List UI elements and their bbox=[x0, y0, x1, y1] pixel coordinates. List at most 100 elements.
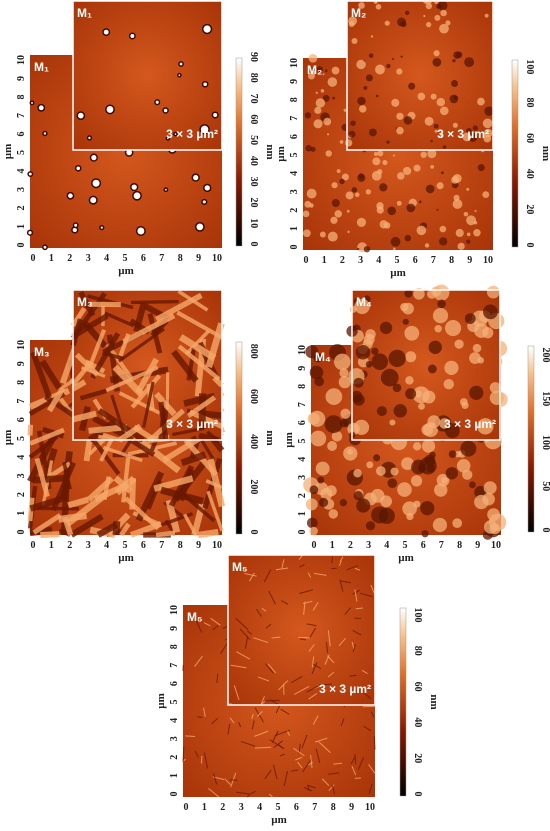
y-tick-label: 8 bbox=[16, 380, 27, 385]
inset-border bbox=[227, 554, 376, 706]
y-tick-label: 4 bbox=[16, 169, 27, 174]
grain bbox=[484, 106, 494, 116]
grain bbox=[404, 325, 420, 341]
grain bbox=[396, 126, 404, 135]
fibre bbox=[340, 718, 345, 727]
fibre bbox=[212, 773, 218, 785]
fibre bbox=[297, 761, 303, 769]
fibre bbox=[306, 685, 319, 693]
fibre bbox=[118, 423, 142, 443]
pit bbox=[194, 221, 205, 232]
x-tick-label: 1 bbox=[49, 253, 54, 264]
x-tick-label: 4 bbox=[257, 802, 262, 813]
grain bbox=[316, 66, 324, 73]
fibre bbox=[357, 757, 364, 770]
colorbar-tick-label: 100 bbox=[540, 435, 550, 450]
x-tick-label: 8 bbox=[457, 540, 462, 551]
grain bbox=[466, 187, 470, 191]
fibre bbox=[271, 730, 279, 744]
x-tick-label: 2 bbox=[348, 540, 353, 551]
y-axis-label: µm bbox=[283, 432, 295, 448]
y-tick-label: 5 bbox=[16, 150, 27, 155]
fibre bbox=[86, 294, 134, 310]
pit bbox=[37, 103, 46, 112]
grain bbox=[397, 482, 412, 497]
grain bbox=[411, 459, 426, 475]
grain bbox=[405, 376, 414, 385]
pit bbox=[177, 72, 182, 78]
grain bbox=[309, 526, 318, 536]
fibre bbox=[197, 716, 203, 718]
pit bbox=[165, 136, 171, 141]
grain bbox=[341, 173, 349, 181]
fibre bbox=[119, 522, 131, 537]
colorbar-label: nm bbox=[428, 694, 440, 709]
image-label: M₄ bbox=[315, 350, 331, 364]
grain bbox=[363, 85, 368, 90]
x-tick-label: 6 bbox=[413, 255, 418, 266]
grain bbox=[379, 321, 393, 335]
fibre bbox=[39, 359, 62, 390]
grain bbox=[483, 304, 498, 320]
grain bbox=[464, 313, 476, 324]
x-tick-label: 9 bbox=[196, 253, 201, 264]
colorbar-tick-label: 80 bbox=[248, 73, 259, 83]
grain bbox=[484, 13, 489, 18]
fibre bbox=[32, 513, 62, 535]
grain bbox=[331, 182, 338, 189]
x-tick-label: 9 bbox=[467, 255, 472, 266]
fibre bbox=[303, 600, 313, 605]
colorbar-tick-label: 0 bbox=[540, 528, 550, 533]
fibre bbox=[178, 334, 217, 362]
fibre bbox=[299, 589, 313, 594]
x-tick-label: 5 bbox=[395, 255, 400, 266]
fibre bbox=[312, 663, 322, 670]
pit bbox=[102, 28, 111, 37]
fibre bbox=[216, 673, 219, 683]
fibre bbox=[363, 692, 372, 700]
grain bbox=[391, 98, 400, 107]
fibre bbox=[135, 357, 159, 395]
grain bbox=[400, 55, 403, 58]
grain bbox=[345, 191, 354, 200]
grain bbox=[370, 35, 374, 38]
grain bbox=[347, 422, 360, 436]
colorbar-tick-label: 400 bbox=[248, 434, 259, 449]
y-tick-label: 4 bbox=[169, 718, 180, 723]
grain bbox=[457, 242, 465, 250]
fibre bbox=[165, 499, 181, 534]
fibre bbox=[281, 600, 289, 605]
grain bbox=[402, 166, 412, 176]
fibre bbox=[368, 783, 373, 794]
fibre bbox=[229, 717, 235, 724]
x-tick-label: 6 bbox=[421, 540, 426, 551]
grain bbox=[351, 37, 358, 44]
grain bbox=[483, 481, 497, 495]
y-tick-label: 3 bbox=[16, 187, 27, 192]
grain bbox=[365, 189, 372, 195]
colorbar-tick-label: 0 bbox=[524, 243, 535, 248]
grain bbox=[396, 112, 404, 120]
fibre bbox=[206, 430, 218, 442]
grain bbox=[417, 92, 426, 101]
fibre bbox=[27, 424, 34, 436]
grain bbox=[328, 509, 339, 519]
fibre bbox=[185, 329, 211, 356]
fibre bbox=[194, 655, 203, 667]
fibre bbox=[211, 717, 219, 725]
grain bbox=[436, 473, 450, 487]
fibre bbox=[80, 366, 106, 378]
grain bbox=[379, 220, 388, 229]
y-axis-label: µm bbox=[2, 430, 14, 446]
fibre bbox=[30, 351, 52, 399]
colorbar-tick-label: 40 bbox=[248, 156, 259, 166]
grain bbox=[331, 66, 340, 75]
pit bbox=[201, 23, 213, 35]
fibre bbox=[96, 521, 119, 538]
grain bbox=[356, 217, 367, 227]
fibre bbox=[260, 696, 265, 706]
grain bbox=[386, 63, 391, 69]
fibre bbox=[331, 556, 334, 564]
grain bbox=[424, 116, 434, 126]
pit bbox=[88, 195, 98, 205]
